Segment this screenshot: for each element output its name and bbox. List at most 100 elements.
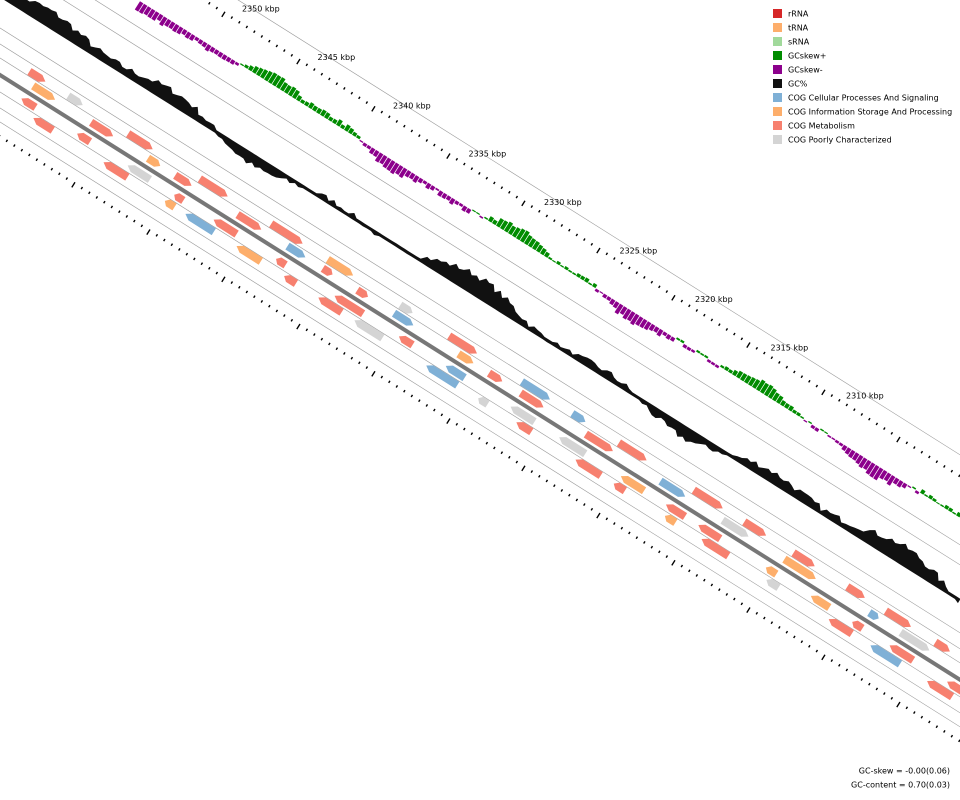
gc-skew — [584, 277, 590, 284]
scale-tick — [890, 431, 894, 435]
gc-skew — [896, 480, 904, 488]
gc-skew — [168, 21, 176, 30]
scale-tick — [28, 153, 31, 157]
gc-skew — [425, 182, 432, 190]
scale-tick — [515, 195, 519, 199]
gc-skew — [479, 215, 484, 219]
scale-tick — [245, 25, 249, 29]
legend-label: COG Metabolism — [788, 122, 855, 131]
gene — [870, 645, 903, 668]
gc-skew — [412, 175, 420, 183]
gc-skew — [932, 497, 937, 503]
scale-tick — [521, 465, 526, 472]
gc-skew — [292, 89, 300, 100]
scale-tick — [665, 555, 669, 559]
gc-skew — [808, 420, 813, 425]
legend-label: GC% — [788, 80, 808, 89]
gc-skew — [639, 318, 648, 329]
scale-tick — [613, 522, 616, 525]
gene — [518, 389, 544, 408]
scale-tick — [50, 167, 54, 171]
scale-tick — [590, 507, 594, 511]
legend-swatch — [773, 93, 782, 102]
gc-skew — [855, 454, 864, 465]
gene — [77, 132, 93, 146]
scale-tick — [838, 663, 841, 667]
gene — [698, 524, 723, 543]
gc-skew — [696, 349, 701, 354]
gene — [720, 516, 749, 537]
scale-tick — [208, 1, 211, 5]
scale-tick — [365, 101, 369, 105]
gc-skew — [724, 366, 730, 372]
gc-skew — [869, 464, 880, 478]
gene — [284, 275, 299, 287]
gc-skew — [532, 240, 541, 251]
gc-skew — [352, 131, 358, 137]
gc-skew — [619, 306, 628, 316]
scale-tick — [896, 436, 901, 443]
scale-tick — [853, 673, 856, 677]
scale-tick — [328, 342, 331, 346]
scale-tick — [703, 578, 706, 582]
scale-tick — [395, 120, 399, 123]
gene — [174, 193, 186, 204]
scale-tick — [821, 389, 826, 396]
scale-tick — [695, 574, 699, 577]
scale-tick — [485, 176, 489, 180]
gene — [447, 332, 477, 354]
gene — [691, 486, 723, 509]
scale-tick — [118, 210, 121, 214]
gc-skew — [756, 379, 766, 392]
gene — [665, 504, 688, 520]
scale-tick — [596, 512, 601, 519]
scale-tick — [238, 285, 241, 289]
gc-skew — [669, 336, 676, 342]
legend-swatch — [773, 121, 782, 130]
scale-tick — [305, 63, 309, 67]
backbone — [0, 72, 960, 683]
gc-skew — [580, 275, 586, 281]
scale-tick — [785, 630, 789, 634]
gc-skew — [520, 230, 530, 243]
scale-tick — [313, 333, 316, 336]
legend-label: COG Poorly Characterized — [788, 136, 892, 145]
gc-skew — [461, 205, 468, 212]
scale-tick — [358, 361, 361, 365]
scale-tick — [845, 668, 849, 672]
scale-tick — [688, 569, 691, 573]
scale-tick — [845, 403, 849, 407]
scale-tick — [920, 450, 924, 454]
scale-tick — [718, 323, 721, 327]
gene — [31, 82, 56, 100]
gene — [845, 583, 865, 599]
gc-skew — [500, 220, 509, 231]
scale-tick — [155, 233, 159, 237]
scale-tick — [875, 687, 879, 691]
gc-skew — [504, 221, 514, 233]
gene — [575, 459, 603, 479]
scale-tick — [343, 351, 346, 355]
scale-tick — [418, 134, 421, 138]
gc-skew — [622, 308, 632, 320]
legend-swatch — [773, 65, 782, 74]
gene — [867, 609, 879, 620]
scale-tick — [778, 626, 781, 629]
gc-skew — [417, 177, 424, 184]
gene — [27, 68, 46, 82]
scale-tick — [583, 503, 586, 507]
scale-tick — [71, 181, 76, 188]
legend-label: GCskew+ — [788, 52, 826, 61]
gc-skew — [458, 202, 464, 208]
scale-tick — [440, 148, 444, 152]
gc-skew — [576, 272, 582, 279]
scale-tick — [808, 379, 811, 383]
scale-tick — [446, 153, 451, 159]
scale-tick — [830, 659, 834, 662]
gene — [185, 213, 216, 236]
scale-tick — [88, 191, 91, 195]
gene — [269, 220, 303, 244]
gc-skew — [398, 167, 408, 179]
gc-skew — [276, 77, 286, 90]
gc-skew — [572, 271, 577, 276]
